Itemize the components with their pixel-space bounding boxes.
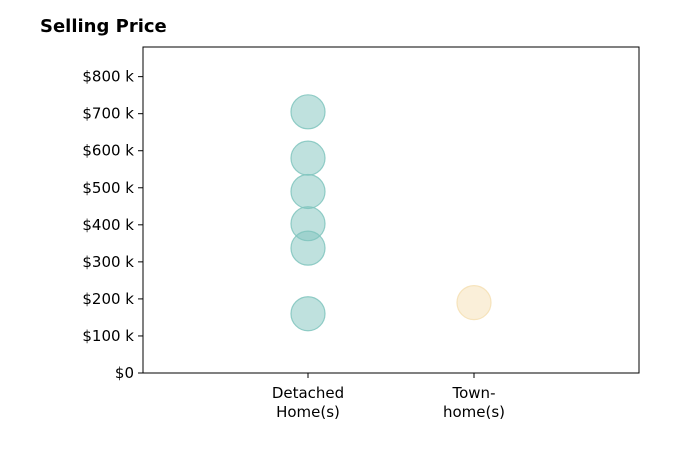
y-tick-label: $600 k	[82, 142, 134, 160]
plot-frame	[142, 46, 640, 374]
x-tick-label: Home(s)	[276, 403, 340, 421]
y-tick-label: $800 k	[82, 68, 134, 86]
data-point	[290, 94, 326, 130]
x-tick-label: home(s)	[443, 403, 505, 421]
y-axis: $0 $100 k $200 k $300 k $400 k $500 k $600 k $7…	[82, 68, 143, 382]
x-tick-label: Town-	[452, 384, 496, 402]
y-tick-label: $300 k	[82, 253, 134, 271]
chart-title: Selling Price	[40, 16, 167, 37]
y-tick-label: $500 k	[82, 179, 134, 197]
y-tick-label: $200 k	[82, 290, 134, 308]
x-tick-label: Detached	[272, 384, 344, 402]
data-points	[290, 94, 492, 332]
data-point	[290, 173, 326, 210]
data-point	[290, 140, 326, 176]
data-point	[290, 296, 326, 332]
data-point	[456, 285, 492, 321]
data-point	[290, 230, 326, 266]
y-tick-label: $0	[115, 364, 134, 382]
y-tick-label: $700 k	[82, 105, 134, 123]
y-tick-label: $400 k	[82, 216, 134, 234]
y-tick-label: $100 k	[82, 327, 134, 345]
